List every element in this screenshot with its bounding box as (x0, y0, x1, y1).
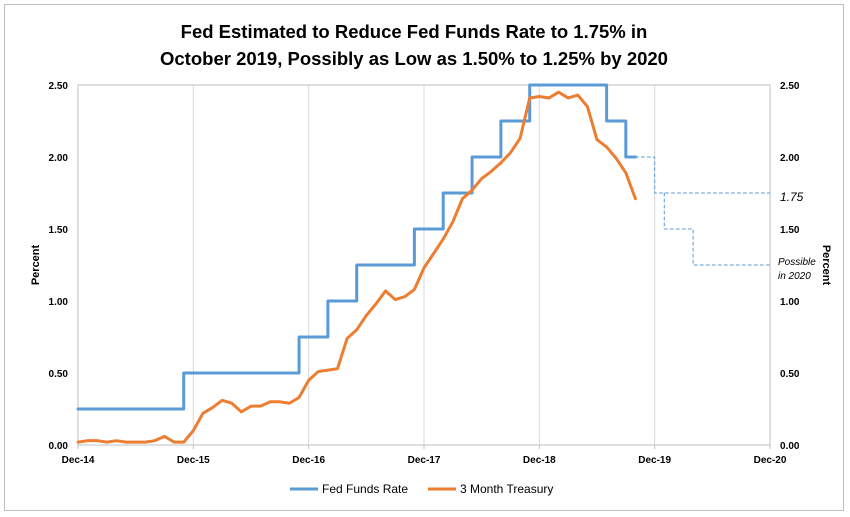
y-tick-right-2.50: 2.50 (780, 81, 800, 92)
axes-layer: Dec-14 Dec-15 Dec-16 Dec-17 Dec-18 Dec-19 Dec-… (49, 81, 800, 466)
y-tick-left-2.00: 2.00 (49, 153, 69, 164)
x-tick-label-Dec-16: Dec-16 (292, 455, 325, 466)
chart-title-line1: Fed Estimated to Reduce Fed Funds Rate t… (180, 21, 648, 42)
series-line-1 (76, 90, 637, 444)
x-tick-label-Dec-18: Dec-18 (523, 455, 556, 466)
series-line-0 (76, 83, 637, 411)
chart-title: Fed Estimated to Reduce Fed Funds Rate t… (0, 18, 828, 72)
y-tick-right-0.50: 0.50 (780, 369, 800, 380)
series-line-2 (634, 156, 771, 194)
series-line-3 (663, 192, 771, 266)
y-tick-left-1.00: 1.00 (49, 297, 69, 308)
x-tick-label-Dec-15: Dec-15 (177, 455, 210, 466)
grid-layer (192, 85, 656, 445)
x-tick-label-Dec-14: Dec-14 (62, 455, 95, 466)
x-tick-label-Dec-20: Dec-20 (754, 455, 787, 466)
legend-label-fed-funds: Fed Funds Rate (322, 482, 408, 496)
labels-layer: Percent Percent 1.75 Possible in 2020 (30, 190, 832, 286)
x-tick-label-Dec-17: Dec-17 (408, 455, 441, 466)
y-tick-left-0.00: 0.00 (49, 441, 69, 452)
plot-area-border (77, 84, 771, 446)
y-tick-right-1.50: 1.50 (780, 225, 800, 236)
legend: Fed Funds Rate 3 Month Treasury (290, 482, 553, 496)
y-tick-right-2.00: 2.00 (780, 153, 800, 164)
y-tick-left-1.50: 1.50 (49, 225, 69, 236)
annotation-possible-line1: Possible (778, 257, 816, 268)
y-tick-right-1.00: 1.00 (780, 297, 800, 308)
series-layer (76, 83, 771, 444)
legend-label-treasury: 3 Month Treasury (460, 482, 553, 496)
y-tick-right-0.00: 0.00 (780, 441, 800, 452)
y-axis-title-left: Percent (30, 244, 42, 285)
annotation-175: 1.75 (780, 190, 804, 204)
y-tick-left-2.50: 2.50 (49, 81, 69, 92)
y-axis-title-right: Percent (820, 245, 832, 286)
annotation-possible-line2: in 2020 (778, 271, 811, 282)
y-tick-left-0.50: 0.50 (49, 369, 69, 380)
x-tick-label-Dec-19: Dec-19 (638, 455, 671, 466)
chart-title-line2: October 2019, Possibly as Low as 1.50% t… (160, 48, 668, 69)
